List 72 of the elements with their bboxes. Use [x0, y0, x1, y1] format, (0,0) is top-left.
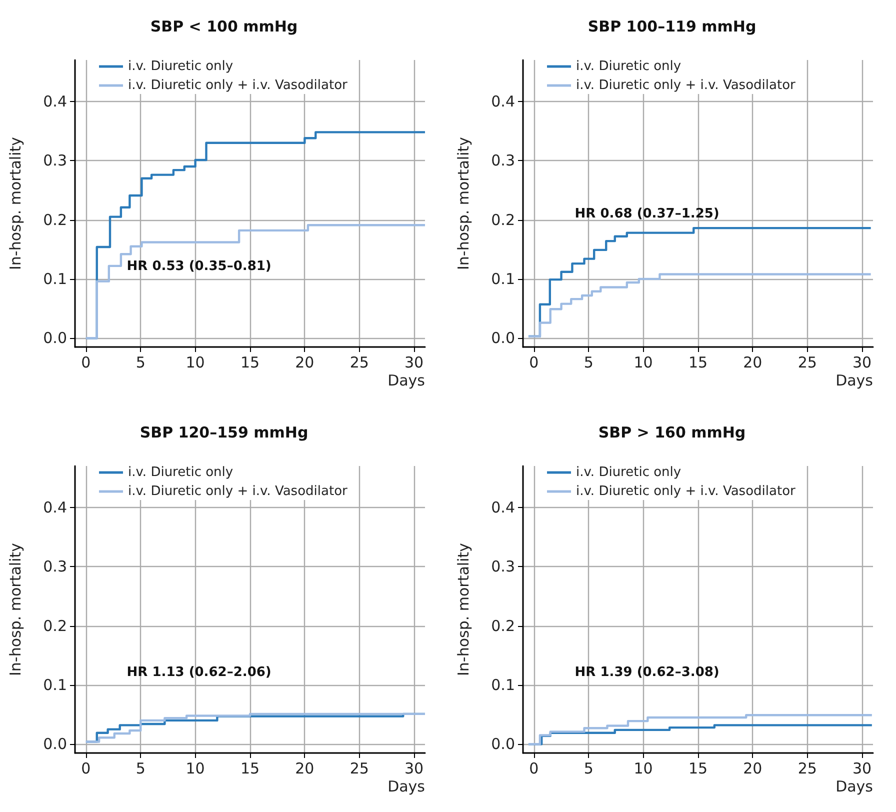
- x-tick-label: 10: [186, 354, 205, 372]
- x-axis-title: Days: [388, 372, 426, 390]
- x-tick-label: 30: [404, 354, 424, 372]
- x-tick-label: 15: [688, 760, 708, 778]
- y-tick-label: 0.1: [491, 676, 515, 694]
- y-tick-label: 0.0: [491, 329, 515, 348]
- x-tick-label: 10: [634, 760, 653, 778]
- y-axis-title: In-hosp. mortality: [454, 542, 472, 676]
- y-tick-label: 0.4: [43, 92, 67, 110]
- x-tick-label: 0: [81, 354, 91, 372]
- annotation: HR 1.39 (0.62–3.08): [574, 665, 720, 680]
- legend-label: i.v. Diuretic only: [128, 465, 234, 480]
- x-axis-title: Days: [388, 778, 426, 796]
- legend-label: i.v. Diuretic only: [128, 59, 234, 74]
- y-tick-label: 0.3: [43, 558, 67, 576]
- x-tick-label: 0: [81, 760, 91, 778]
- x-tick-label: 5: [136, 354, 146, 372]
- y-axis-title: In-hosp. mortality: [454, 136, 472, 270]
- x-tick-label: 5: [136, 760, 146, 778]
- x-tick-label: 0: [529, 354, 539, 372]
- x-tick-label: 5: [584, 354, 594, 372]
- x-tick-label: 20: [295, 354, 314, 372]
- legend-label: i.v. Diuretic only + i.v. Vasodilator: [128, 78, 348, 93]
- y-tick-label: 0.3: [43, 152, 67, 170]
- x-tick-label: 15: [240, 354, 260, 372]
- y-tick-label: 0.0: [43, 329, 67, 348]
- x-tick-label: 10: [634, 354, 653, 372]
- x-tick-label: 30: [852, 760, 872, 778]
- y-tick-label: 0.4: [43, 498, 67, 516]
- legend-label: i.v. Diuretic only: [576, 59, 682, 74]
- x-axis-title: Days: [836, 778, 874, 796]
- chart-title: SBP 100–119 mmHg: [588, 18, 756, 36]
- x-tick-label: 25: [798, 760, 817, 778]
- annotation: HR 0.68 (0.37–1.25): [574, 206, 720, 222]
- y-tick-label: 0.1: [43, 270, 67, 288]
- y-tick-label: 0.3: [491, 152, 515, 170]
- chart-title: SBP < 100 mmHg: [150, 18, 298, 36]
- x-tick-label: 5: [584, 760, 594, 778]
- x-tick-label: 30: [404, 760, 424, 778]
- y-tick-label: 0.4: [491, 498, 515, 516]
- legend-label: i.v. Diuretic only: [576, 465, 682, 480]
- y-tick-label: 0.3: [491, 558, 515, 576]
- y-tick-label: 0.2: [43, 616, 67, 635]
- y-tick-label: 0.0: [491, 735, 515, 754]
- legend-label: i.v. Diuretic only + i.v. Vasodilator: [128, 484, 348, 499]
- x-axis-title: Days: [836, 372, 874, 390]
- y-tick-label: 0.4: [491, 92, 515, 110]
- legend-label: i.v. Diuretic only + i.v. Vasodilator: [576, 484, 796, 499]
- y-tick-label: 0.2: [43, 210, 67, 229]
- x-tick-label: 15: [240, 760, 260, 778]
- x-tick-label: 20: [295, 760, 314, 778]
- x-tick-label: 25: [798, 354, 817, 372]
- y-tick-label: 0.0: [43, 735, 67, 754]
- chart-title: SBP 120–159 mmHg: [140, 424, 308, 442]
- chart-title: SBP > 160 mmHg: [598, 424, 746, 442]
- y-axis-title: In-hosp. mortality: [6, 542, 24, 676]
- annotation: HR 0.53 (0.35–0.81): [126, 259, 272, 274]
- x-tick-label: 30: [852, 354, 872, 372]
- x-tick-label: 25: [350, 760, 369, 778]
- annotation: HR 1.13 (0.62–2.06): [126, 665, 272, 680]
- x-tick-label: 20: [743, 354, 762, 372]
- x-tick-label: 20: [743, 760, 762, 778]
- x-tick-label: 15: [688, 354, 708, 372]
- y-tick-label: 0.1: [491, 270, 515, 288]
- y-tick-label: 0.1: [43, 676, 67, 694]
- x-tick-label: 10: [186, 760, 205, 778]
- y-tick-label: 0.2: [491, 616, 515, 635]
- x-tick-label: 25: [350, 354, 369, 372]
- y-axis-title: In-hosp. mortality: [6, 136, 24, 270]
- x-tick-label: 0: [529, 760, 539, 778]
- legend-label: i.v. Diuretic only + i.v. Vasodilator: [576, 78, 796, 93]
- y-tick-label: 0.2: [491, 210, 515, 229]
